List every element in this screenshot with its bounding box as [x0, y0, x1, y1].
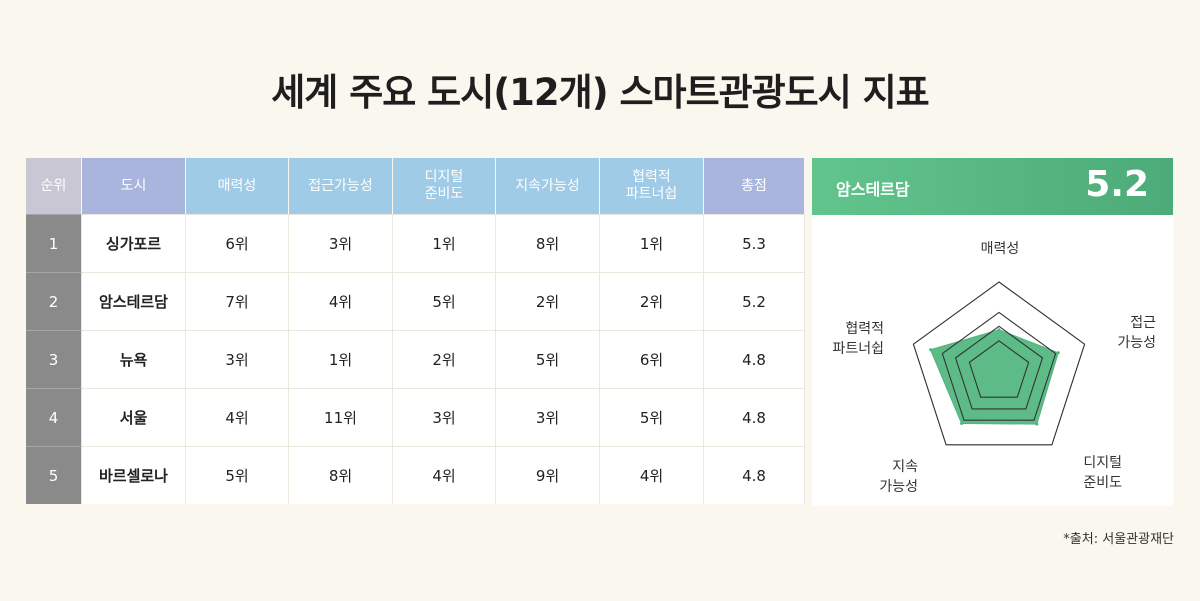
accessibility-cell: 8위 — [289, 446, 393, 504]
radar-score: 5.2 — [1085, 164, 1149, 205]
radar-city-name: 암스테르담 — [836, 180, 910, 199]
attractiveness-cell: 3위 — [186, 330, 289, 388]
header-partnership: 협력적 파트너쉽 — [600, 158, 704, 214]
page-title: 세계 주요 도시(12개) 스마트관광도시 지표 — [271, 71, 929, 114]
table-header-row: 순위 도시 매력성 접근가능성 디지털 준비도 지속가능성 협력적 파트너쉽 총… — [26, 158, 805, 214]
digital-cell: 5위 — [393, 272, 496, 330]
city-cell: 싱가포르 — [82, 214, 186, 272]
total-cell: 4.8 — [704, 388, 805, 446]
radar-data-point — [1056, 351, 1060, 355]
attractiveness-cell: 5위 — [186, 446, 289, 504]
rank-cell: 5 — [26, 446, 82, 504]
total-cell: 5.3 — [704, 214, 805, 272]
digital-cell: 3위 — [393, 388, 496, 446]
accessibility-cell: 1위 — [289, 330, 393, 388]
radar-axis-label: 협력적 파트너쉽 — [832, 321, 884, 357]
city-cell: 바르셀로나 — [82, 446, 186, 504]
sustainability-cell: 3위 — [496, 388, 600, 446]
radar-data-point — [929, 348, 933, 352]
ranking-table: 순위 도시 매력성 접근가능성 디지털 준비도 지속가능성 협력적 파트너쉽 총… — [26, 158, 805, 504]
total-cell: 5.2 — [704, 272, 805, 330]
header-total: 총점 — [704, 158, 805, 214]
header-digital-readiness: 디지털 준비도 — [393, 158, 496, 214]
sustainability-cell: 2위 — [496, 272, 600, 330]
partnership-cell: 5위 — [600, 388, 704, 446]
radar-axis-label: 매력성 — [981, 241, 1020, 257]
total-cell: 4.8 — [704, 330, 805, 388]
radar-grid-ring — [968, 340, 1030, 398]
header-accessibility: 접근가능성 — [289, 158, 393, 214]
city-cell: 암스테르담 — [82, 272, 186, 330]
rank-cell: 3 — [26, 330, 82, 388]
partnership-cell: 2위 — [600, 272, 704, 330]
header-sustainability: 지속가능성 — [496, 158, 600, 214]
table-row: 1 싱가포르 6위 3위 1위 8위 1위 5.3 — [26, 214, 805, 272]
accessibility-cell: 3위 — [289, 214, 393, 272]
radar-grid-ring — [941, 311, 1057, 421]
city-cell: 서울 — [82, 388, 186, 446]
radar-grid-ring — [912, 281, 1086, 446]
table-row: 3 뉴욕 3위 1위 2위 5위 6위 4.8 — [26, 330, 805, 388]
table-row: 5 바르셀로나 5위 8위 4위 9위 4위 4.8 — [26, 446, 805, 504]
source-note: *출처: 서울관광재단 — [1063, 532, 1174, 547]
partnership-cell: 1위 — [600, 214, 704, 272]
attractiveness-cell: 4위 — [186, 388, 289, 446]
accessibility-cell: 11위 — [289, 388, 393, 446]
radar-grid-ring — [954, 325, 1044, 410]
radar-data-point — [960, 422, 964, 426]
partnership-cell: 4위 — [600, 446, 704, 504]
partnership-cell: 6위 — [600, 330, 704, 388]
radar-axis-label: 지속 가능성 — [879, 459, 918, 495]
sustainability-cell: 9위 — [496, 446, 600, 504]
table-row: 4 서울 4위 11위 3위 3위 5위 4.8 — [26, 388, 805, 446]
table-row: 2 암스테르담 7위 4위 5위 2위 2위 5.2 — [26, 272, 805, 330]
attractiveness-cell: 6위 — [186, 214, 289, 272]
digital-cell: 2위 — [393, 330, 496, 388]
rank-cell: 1 — [26, 214, 82, 272]
accessibility-cell: 4위 — [289, 272, 393, 330]
digital-cell: 4위 — [393, 446, 496, 504]
rank-cell: 2 — [26, 272, 82, 330]
header-city: 도시 — [82, 158, 186, 214]
sustainability-cell: 5위 — [496, 330, 600, 388]
total-cell: 4.8 — [704, 446, 805, 504]
header-attractiveness: 매력성 — [186, 158, 289, 214]
radar-data-point — [997, 328, 1001, 332]
sustainability-cell: 8위 — [496, 214, 600, 272]
city-cell: 뉴욕 — [82, 330, 186, 388]
header-rank: 순위 — [26, 158, 82, 214]
radar-axis-label: 접근 가능성 — [1117, 315, 1156, 351]
radar-header: 암스테르담 5.2 — [812, 158, 1173, 215]
attractiveness-cell: 7위 — [186, 272, 289, 330]
radar-data-point — [1035, 422, 1039, 426]
digital-cell: 1위 — [393, 214, 496, 272]
rank-cell: 4 — [26, 388, 82, 446]
radar-axis-label: 디지털 준비도 — [1083, 455, 1122, 491]
